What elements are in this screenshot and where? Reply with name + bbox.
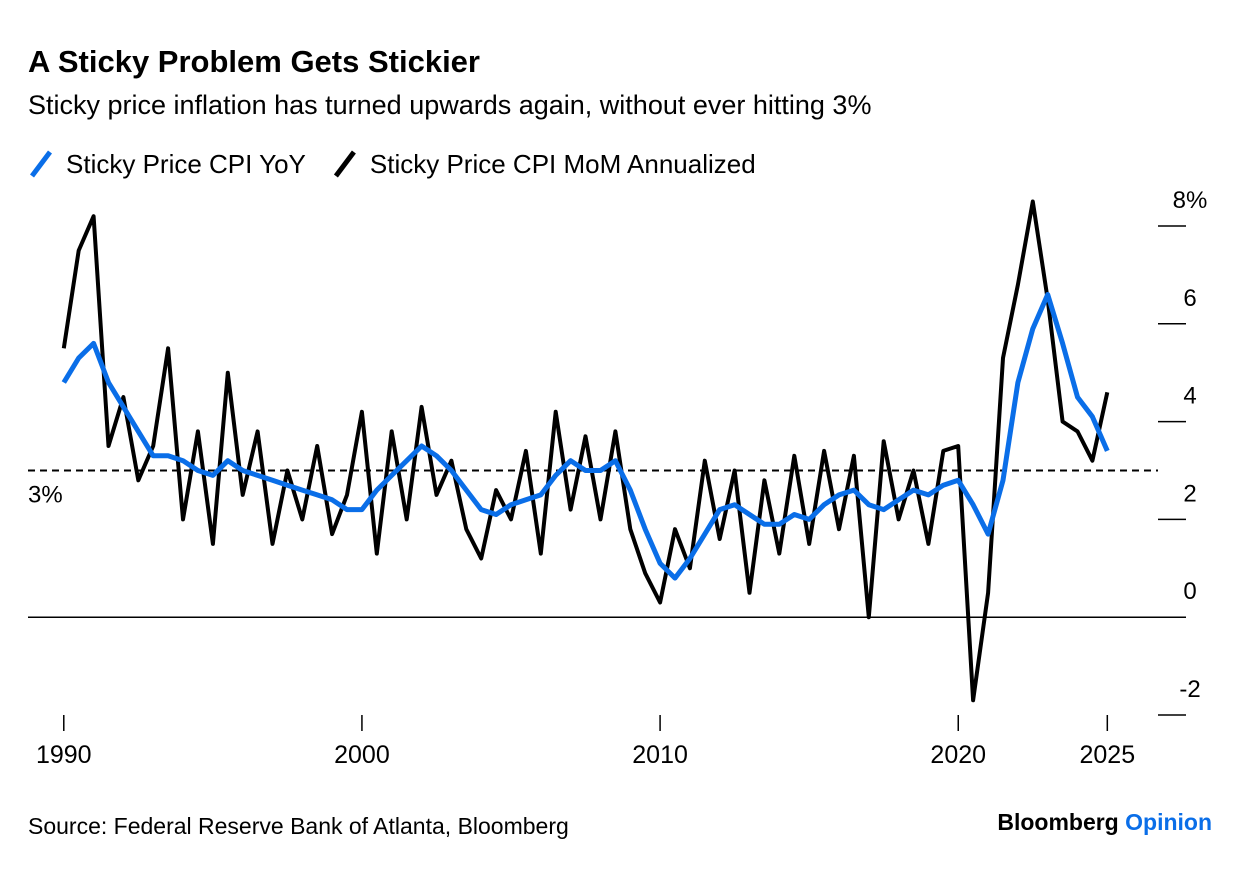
legend-swatch (333, 150, 356, 178)
brand: Bloomberg Opinion (997, 809, 1212, 835)
series-line (61, 292, 1110, 581)
reference-label: 3% (28, 482, 63, 509)
y-tick-label: -2 (1179, 676, 1200, 703)
y-tick-label: 0 (1183, 578, 1196, 605)
chart-subtitle: Sticky price inflation has turned upward… (28, 90, 871, 120)
y-tick-label: 2 (1183, 480, 1196, 507)
x-tick-label: 2010 (632, 741, 688, 769)
y-tick-label: 4 (1183, 383, 1196, 410)
x-tick-label: 2020 (930, 741, 986, 769)
legend-label: Sticky Price CPI YoY (66, 149, 306, 179)
legend-swatch (30, 150, 52, 178)
y-tick-label: 6 (1183, 285, 1196, 312)
x-tick-label: 2025 (1080, 741, 1136, 769)
brand-name: Bloomberg (997, 809, 1118, 835)
x-tick-label: 2000 (334, 741, 390, 769)
source: Source: Federal Reserve Bank of Atlanta,… (28, 813, 569, 839)
y-tick-label: 8% (1173, 187, 1208, 214)
brand-suffix: Opinion (1125, 809, 1212, 835)
x-tick-label: 1990 (36, 741, 92, 769)
legend-label: Sticky Price CPI MoM Annualized (370, 149, 756, 179)
chart-title: A Sticky Problem Gets Stickier (28, 44, 480, 79)
series-line (61, 199, 1110, 703)
